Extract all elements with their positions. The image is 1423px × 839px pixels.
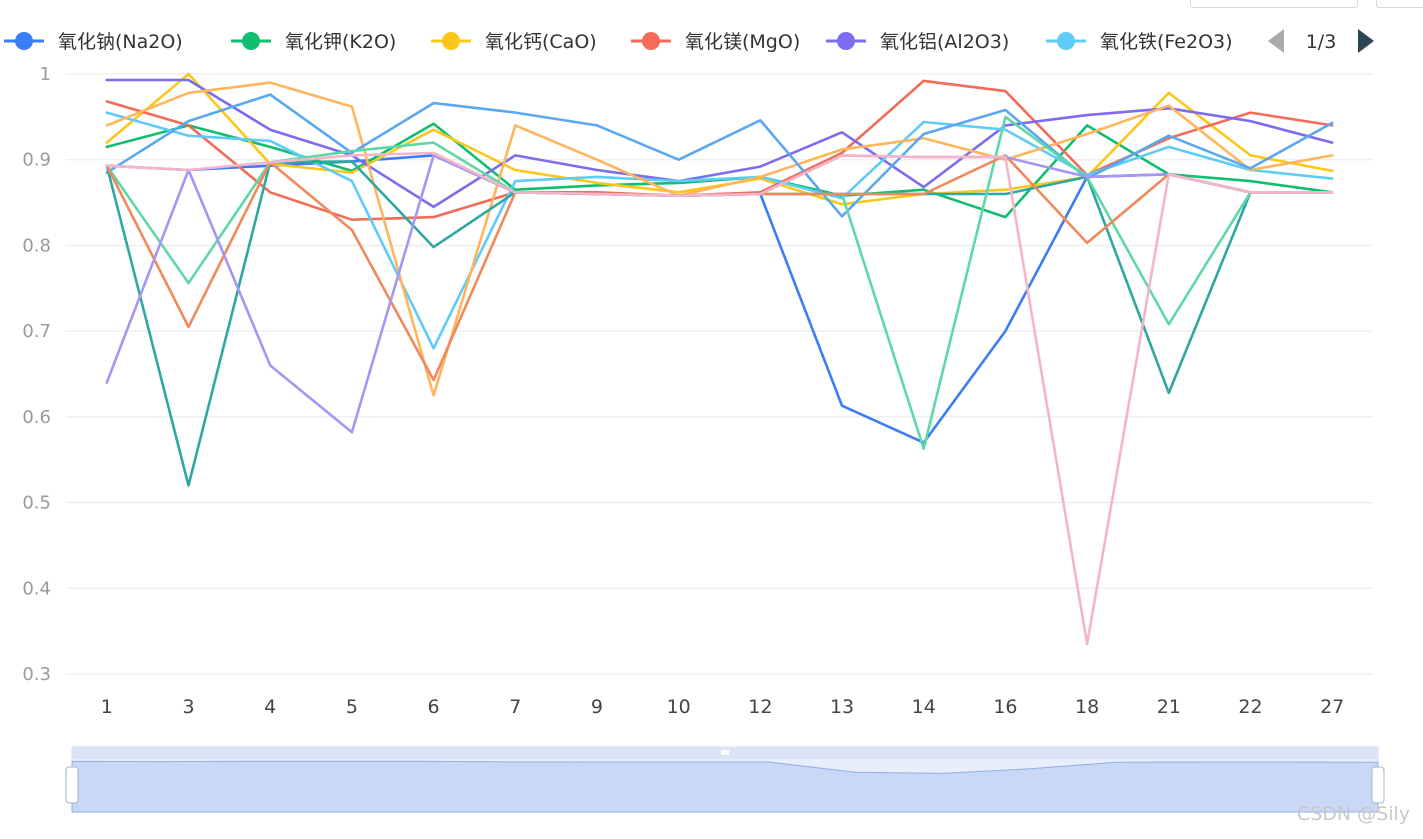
y-axis: 0.3 0.4 0.5 0.6 0.7 0.8 0.9 1 bbox=[22, 64, 51, 685]
x-tick-label: 3 bbox=[182, 696, 194, 718]
toolbox-box-left[interactable] bbox=[1190, 0, 1358, 8]
legend-page-indicator: 1/3 bbox=[1306, 31, 1337, 53]
x-tick-label: 5 bbox=[346, 696, 358, 718]
x-tick-label: 14 bbox=[912, 696, 936, 718]
y-tick-label: 0.7 bbox=[22, 321, 51, 342]
series-line-series-7[interactable] bbox=[105, 81, 1334, 397]
x-tick-label: 4 bbox=[264, 696, 276, 718]
y-tick-label: 0.3 bbox=[22, 664, 51, 685]
series-line-series-9[interactable] bbox=[105, 160, 1334, 487]
legend: 氧化钠(Na2O) 氧化钾(K2O) 氧化钙(CaO) 氧化镁(MgO) 氧化铝(Al2… bbox=[4, 29, 1374, 53]
datazoom-left-handle[interactable] bbox=[65, 766, 79, 804]
y-tick-label: 0.9 bbox=[22, 150, 51, 171]
legend-dot-icon bbox=[1057, 32, 1075, 50]
x-tick-label: 21 bbox=[1157, 696, 1181, 718]
series-line-氧化钾(K2O)[interactable] bbox=[105, 122, 1334, 219]
legend-dot-icon bbox=[242, 32, 260, 50]
x-tick-label: 7 bbox=[509, 696, 521, 718]
legend-label: 氧化铝(Al2O3) bbox=[880, 31, 1009, 53]
legend-dot-icon bbox=[15, 32, 33, 50]
datazoom-grip-icon bbox=[721, 750, 729, 755]
x-tick-label: 1 bbox=[101, 696, 113, 718]
legend-label: 氧化钠(Na2O) bbox=[58, 31, 183, 53]
x-tick-label: 27 bbox=[1320, 696, 1344, 718]
x-tick-label: 16 bbox=[993, 696, 1017, 718]
x-tick-label: 9 bbox=[591, 696, 603, 718]
legend-label: 氧化镁(MgO) bbox=[685, 31, 800, 53]
y-tick-label: 0.6 bbox=[22, 407, 51, 428]
x-axis: 1 3 4 5 6 7 9 10 12 13 14 16 18 21 22 27 bbox=[101, 696, 1344, 718]
datazoom-slider[interactable] bbox=[65, 746, 1385, 813]
y-tick-label: 0.4 bbox=[22, 578, 51, 599]
toolbox-box-right[interactable] bbox=[1376, 0, 1423, 8]
x-tick-label: 13 bbox=[830, 696, 854, 718]
series-line-series-13[interactable] bbox=[105, 151, 1334, 646]
legend-item[interactable]: 氧化铝(Al2O3) bbox=[826, 31, 1009, 53]
x-tick-label: 18 bbox=[1075, 696, 1099, 718]
legend-dot-icon bbox=[837, 32, 855, 50]
legend-item[interactable]: 氧化镁(MgO) bbox=[631, 31, 800, 53]
legend-label: 氧化铁(Fe2O3) bbox=[1100, 31, 1233, 53]
legend-item[interactable]: 氧化钙(CaO) bbox=[431, 31, 597, 53]
legend-label: 氧化钾(K2O) bbox=[285, 31, 396, 53]
datazoom-right-handle[interactable] bbox=[1371, 766, 1385, 804]
series-line-series-11[interactable] bbox=[105, 154, 1334, 382]
x-tick-label: 10 bbox=[667, 696, 691, 718]
watermark-text: CSDN @Sily bbox=[1297, 803, 1410, 825]
legend-dot-icon bbox=[442, 32, 460, 50]
y-tick-label: 1 bbox=[40, 64, 51, 85]
legend-next-icon[interactable] bbox=[1358, 29, 1374, 53]
legend-prev-icon[interactable] bbox=[1268, 29, 1284, 53]
x-tick-label: 22 bbox=[1238, 696, 1262, 718]
legend-item[interactable]: 氧化钠(Na2O) bbox=[4, 31, 183, 53]
grid bbox=[66, 73, 1373, 675]
y-tick-label: 0.5 bbox=[22, 493, 51, 514]
legend-item[interactable]: 氧化钾(K2O) bbox=[231, 31, 396, 53]
x-tick-label: 6 bbox=[428, 696, 440, 718]
series-line-氧化铝(Al2O3)[interactable] bbox=[105, 78, 1334, 209]
legend-item[interactable]: 氧化铁(Fe2O3) bbox=[1046, 31, 1233, 53]
datazoom-overview-area bbox=[71, 760, 1379, 813]
x-tick-label: 12 bbox=[748, 696, 772, 718]
legend-dot-icon bbox=[642, 32, 660, 50]
y-tick-label: 0.8 bbox=[22, 235, 51, 256]
series-line-series-8[interactable] bbox=[105, 93, 1334, 218]
series-lines bbox=[105, 72, 1334, 646]
legend-label: 氧化钙(CaO) bbox=[485, 31, 597, 53]
